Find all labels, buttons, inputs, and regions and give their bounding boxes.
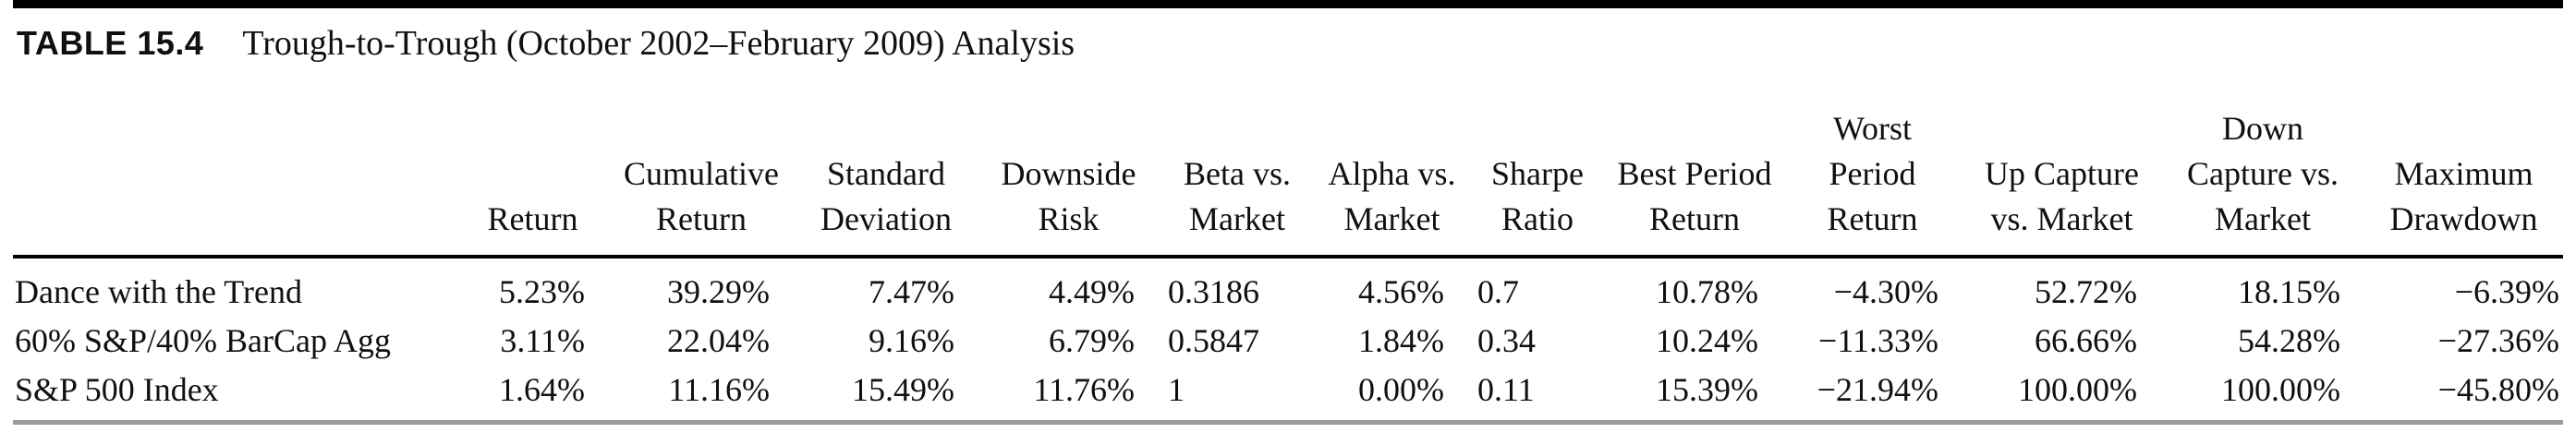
table-row: Dance with the Trend 5.23% 39.29% 7.47% … (13, 257, 2563, 317)
table-number: TABLE 15.4 (17, 24, 204, 62)
cell-up-capture: 100.00% (1962, 366, 2161, 425)
column-header-cumulative-return: Cumulative Return (609, 106, 794, 259)
cell-alpha-vs-market: 1.84% (1358, 322, 1444, 359)
cell-down-capture: 18.15% (2238, 273, 2340, 310)
column-header-sharpe-ratio: Sharpe Ratio (1468, 106, 1607, 259)
table-row: S&P 500 Index 1.64% 11.16% 15.49% 11.76%… (13, 366, 2563, 425)
top-rule (13, 0, 2563, 8)
cell-maximum-drawdown: −27.36% (2437, 322, 2559, 359)
column-header-alpha-vs-market: Alpha vs. Market (1316, 106, 1468, 259)
row-label: Dance with the Trend (15, 273, 302, 310)
column-header-up-capture: Up Capture vs. Market (1962, 106, 2161, 259)
cell-cumulative-return: 39.29% (667, 273, 770, 310)
column-header-standard-deviation: Standard Deviation (794, 106, 978, 259)
cell-standard-deviation: 7.47% (869, 273, 954, 310)
table-row: 60% S&P/40% BarCap Agg 3.11% 22.04% 9.16… (13, 317, 2563, 366)
column-header-down-capture: Down Capture vs. Market (2161, 106, 2364, 259)
cell-worst-period-return: −21.94% (1782, 366, 1962, 425)
cell-sharpe-ratio: 0.11 (1468, 366, 1607, 425)
cell-cumulative-return: 22.04% (667, 322, 770, 359)
cell-standard-deviation: 9.16% (869, 322, 954, 359)
cell-downside-risk: 4.49% (1049, 273, 1135, 310)
cell-sharpe-ratio: 0.34 (1477, 322, 1536, 359)
column-header-beta-vs-market: Beta vs. Market (1159, 106, 1316, 259)
cell-best-period-return: 15.39% (1607, 366, 1782, 425)
cell-best-period-return: 10.24% (1656, 322, 1758, 359)
column-header-downside-risk: Downside Risk (978, 106, 1159, 259)
column-header-worst-period-return: Worst Period Return (1782, 106, 1962, 259)
analysis-table: Return Cumulative Return Standard Deviat… (13, 106, 2563, 425)
cell-return: 3.11% (500, 322, 585, 359)
cell-sharpe-ratio: 0.7 (1477, 273, 1519, 310)
row-label: 60% S&P/40% BarCap Agg (15, 322, 392, 359)
row-label: S&P 500 Index (13, 366, 456, 425)
cell-worst-period-return: −4.30% (1833, 273, 1938, 310)
cell-downside-risk: 6.79% (1049, 322, 1135, 359)
cell-worst-period-return: −11.33% (1818, 322, 1938, 359)
cell-standard-deviation: 15.49% (794, 366, 978, 425)
cell-up-capture: 52.72% (2035, 273, 2137, 310)
column-header-maximum-drawdown: Maximum Drawdown (2364, 106, 2563, 259)
cell-down-capture: 100.00% (2161, 366, 2364, 425)
cell-beta-vs-market: 0.5847 (1168, 322, 1259, 359)
cell-down-capture: 54.28% (2238, 322, 2340, 359)
cell-return: 1.64% (456, 366, 609, 425)
table-title: Trough-to-Trough (October 2002–February … (242, 24, 1075, 63)
cell-alpha-vs-market: 4.56% (1358, 273, 1444, 310)
cell-beta-vs-market: 1 (1159, 366, 1316, 425)
header-row: Return Cumulative Return Standard Deviat… (13, 106, 2563, 259)
column-header-best-period-return: Best Period Return (1607, 106, 1782, 259)
cell-maximum-drawdown: −6.39% (2454, 273, 2559, 310)
column-header-blank (13, 106, 456, 259)
cell-beta-vs-market: 0.3186 (1168, 273, 1259, 310)
cell-maximum-drawdown: −45.80% (2364, 366, 2563, 425)
cell-alpha-vs-market: 0.00% (1316, 366, 1468, 425)
cell-downside-risk: 11.76% (978, 366, 1159, 425)
table-caption: TABLE 15.4 Trough-to-Trough (October 2002… (17, 23, 2563, 64)
cell-best-period-return: 10.78% (1656, 273, 1758, 310)
column-header-return: Return (456, 106, 609, 259)
cell-up-capture: 66.66% (2035, 322, 2137, 359)
cell-return: 5.23% (499, 273, 585, 310)
cell-cumulative-return: 11.16% (609, 366, 794, 425)
